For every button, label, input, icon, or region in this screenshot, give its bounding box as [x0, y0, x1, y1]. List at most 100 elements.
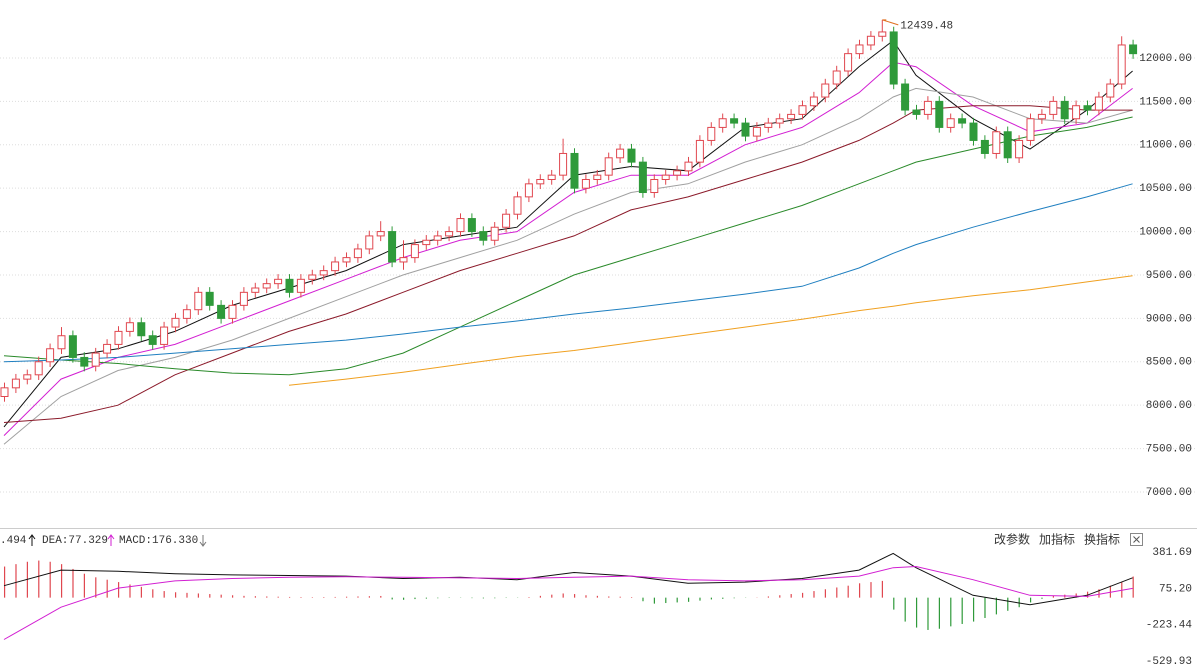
macd-bar: [72, 568, 74, 598]
macd-bar: [266, 596, 268, 598]
macd-bar: [402, 597, 405, 600]
macd-bar: [494, 597, 496, 599]
macd-bar: [915, 597, 918, 628]
macd-bar: [49, 561, 51, 598]
macd-bar: [140, 586, 142, 598]
macd-bar: [938, 597, 940, 629]
candle-body: [274, 278, 283, 285]
candle-body: [616, 148, 625, 159]
candle-body: [91, 352, 100, 367]
trend-arrows: [28, 534, 207, 547]
candle-body: [57, 335, 66, 350]
candle-body: [980, 139, 989, 154]
candle-body: [798, 105, 807, 115]
candle-body: [866, 35, 875, 46]
candle-body: [969, 122, 978, 141]
macd-bar: [904, 597, 906, 622]
candle-body: [171, 317, 180, 328]
macd-bar: [391, 597, 393, 600]
indicator-line: [3, 565, 1133, 640]
candle-body: [832, 70, 841, 85]
candle-body: [331, 261, 340, 272]
indicator-label: DEA:77.329: [42, 535, 108, 547]
macd-bar: [3, 566, 6, 598]
candle-body: [479, 231, 488, 241]
candle-body: [34, 361, 43, 376]
macd-bar: [642, 597, 644, 602]
candle-body: [1003, 131, 1012, 159]
candle-body: [239, 291, 248, 306]
candle-body: [46, 348, 55, 363]
candle-body: [935, 100, 944, 128]
candle-body: [194, 291, 203, 311]
macd-bar: [243, 595, 245, 598]
macd-bar: [722, 597, 724, 599]
button[interactable]: 换指标: [1084, 532, 1120, 547]
indicator-line: [3, 61, 1133, 436]
macd-bar: [699, 597, 701, 601]
macd-bar: [710, 597, 712, 600]
candle-body: [570, 152, 579, 189]
macd-bar: [231, 595, 234, 598]
button[interactable]: 加指标: [1039, 532, 1075, 547]
macd-bar: [961, 597, 963, 624]
macd-bar: [687, 597, 690, 602]
macd-bar: [813, 591, 815, 598]
candle-body: [182, 309, 191, 319]
close-button[interactable]: [1130, 533, 1143, 546]
candle-body: [68, 335, 77, 358]
candle-body: [661, 174, 670, 181]
candle-body: [23, 374, 32, 380]
candle-body: [125, 322, 134, 332]
candle-body: [718, 118, 727, 128]
macd-bar: [619, 596, 621, 598]
macd-bar: [60, 564, 63, 598]
y-tick-label: 9000.00: [1146, 313, 1192, 325]
candle-body: [604, 157, 613, 176]
candle-body: [1094, 96, 1103, 111]
y-tick-label: 9500.00: [1146, 270, 1192, 282]
macd-bar: [357, 596, 359, 598]
candle-body: [205, 291, 214, 306]
candle-body: [855, 44, 864, 55]
macd-bar: [437, 597, 439, 599]
candle-body: [1129, 44, 1138, 55]
macd-bar: [1109, 585, 1111, 598]
candle-body: [547, 174, 556, 181]
candle-body: [958, 118, 967, 124]
button[interactable]: 改参数: [994, 532, 1030, 547]
candle-body: [1106, 83, 1115, 98]
candle-body: [308, 274, 317, 280]
macd-bar: [277, 596, 279, 598]
y-tick-label: 7500.00: [1146, 443, 1192, 455]
candle-body: [376, 231, 385, 237]
macd-bar: [972, 597, 975, 622]
macd-bar: [345, 596, 348, 598]
candle-body: [741, 122, 750, 137]
macd-bar: [1029, 597, 1032, 603]
indicator-line: [288, 275, 1133, 386]
macd-bar: [425, 597, 427, 599]
indicator-line: [3, 105, 1133, 423]
price-panel: 7000.00 7500.00 8000.00 8500.00 9000.00 9500.…: [0, 19, 1197, 499]
candle-body: [251, 287, 260, 293]
candle-body: [399, 257, 408, 263]
macd-bar: [129, 584, 131, 598]
macd-bar: [562, 593, 564, 598]
candle-body: [787, 113, 796, 120]
macd-bar: [1132, 576, 1134, 598]
indicator-label: MACD:176.330: [119, 535, 198, 547]
macd-bar: [551, 594, 553, 598]
y-tick-label: 10500.00: [1139, 183, 1192, 195]
candle-body: [581, 179, 590, 189]
candle-body: [1049, 100, 1058, 115]
y-tick-label: 8500.00: [1146, 357, 1192, 369]
candle-body: [923, 100, 932, 115]
macd-bar: [1098, 589, 1100, 598]
candle-body: [946, 118, 955, 128]
candle-body: [422, 239, 431, 246]
macd-bar: [334, 596, 336, 598]
candle-body: [319, 270, 328, 276]
indicator-line: [3, 552, 1133, 606]
